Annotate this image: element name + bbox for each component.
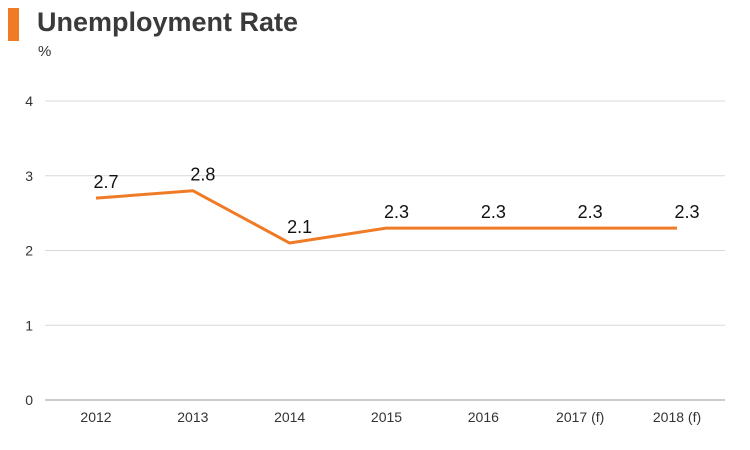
x-tick-label: 2014 — [274, 409, 305, 425]
series-line-group — [95, 189, 677, 245]
x-tick-label: 2016 — [468, 409, 499, 425]
data-label: 2.7 — [93, 172, 118, 192]
x-tick-label: 2018 (f) — [653, 409, 701, 425]
x-tick-label: 2012 — [80, 409, 111, 425]
x-tick-label: 2013 — [177, 409, 208, 425]
title-accent-bar — [8, 8, 19, 41]
y-axis-ticks: 0 1 2 3 4 — [25, 93, 33, 408]
data-labels: 2.7 2.8 2.1 2.3 2.3 2.3 2.3 — [93, 165, 699, 237]
gridlines — [45, 100, 725, 401]
series-line — [95, 189, 677, 245]
y-tick-label: 0 — [25, 392, 33, 408]
y-axis-unit-label: % — [38, 43, 52, 60]
x-tick-label: 2015 — [371, 409, 402, 425]
data-label: 2.3 — [481, 202, 506, 222]
y-tick-label: 1 — [25, 317, 33, 333]
data-label: 2.3 — [674, 202, 699, 222]
y-tick-label: 2 — [25, 243, 33, 259]
page-title: Unemployment Rate — [37, 7, 299, 37]
y-tick-label: 4 — [25, 93, 33, 109]
x-axis-ticks: 2012 2013 2014 2015 2016 2017 (f) 2018 (f) — [80, 409, 701, 425]
x-tick-label: 2017 (f) — [556, 409, 604, 425]
data-label: 2.1 — [287, 217, 312, 237]
data-label: 2.8 — [190, 165, 215, 185]
data-label: 2.3 — [384, 202, 409, 222]
data-label: 2.3 — [578, 202, 603, 222]
y-tick-label: 3 — [25, 168, 33, 184]
